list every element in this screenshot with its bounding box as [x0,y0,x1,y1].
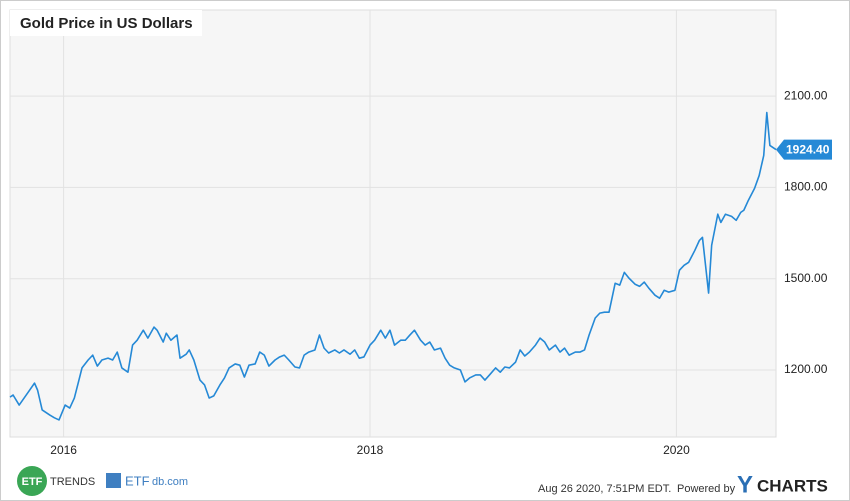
chart-title: Gold Price in US Dollars [20,15,193,32]
y-tick-label: 2100.00 [784,88,828,102]
price-line [9,111,777,421]
etftrends-word: TRENDS [50,476,95,488]
x-tick-label: 2016 [50,443,77,457]
footer: ETF TRENDS ETF db.com Aug 26 2020, 7:51P… [17,466,828,498]
y-tick-label: 1500.00 [784,271,828,285]
etftrends-badge: ETF [22,476,43,488]
grid [10,10,776,437]
y-tick-label: 1800.00 [784,180,828,194]
etfdb-b: db.com [152,476,188,488]
brand-y: Y [737,471,753,498]
x-tick-label: 2018 [357,443,384,457]
title-box [10,10,202,36]
last-value-label: 1924.40 [786,143,830,157]
powered-by: Powered by [677,483,736,495]
etfdb-a: ETF [125,473,150,488]
etfdb-logo [106,473,121,488]
etftrends-logo [17,466,47,496]
timestamp: Aug 26 2020, 7:51PM EDT. [538,483,671,495]
lines [9,111,777,421]
last-value-tag [776,139,832,160]
y-tick-label: 1200.00 [784,362,828,376]
x-tick-label: 2020 [663,443,690,457]
plot-area [9,9,777,438]
brand-rest: CHARTS [757,476,828,495]
